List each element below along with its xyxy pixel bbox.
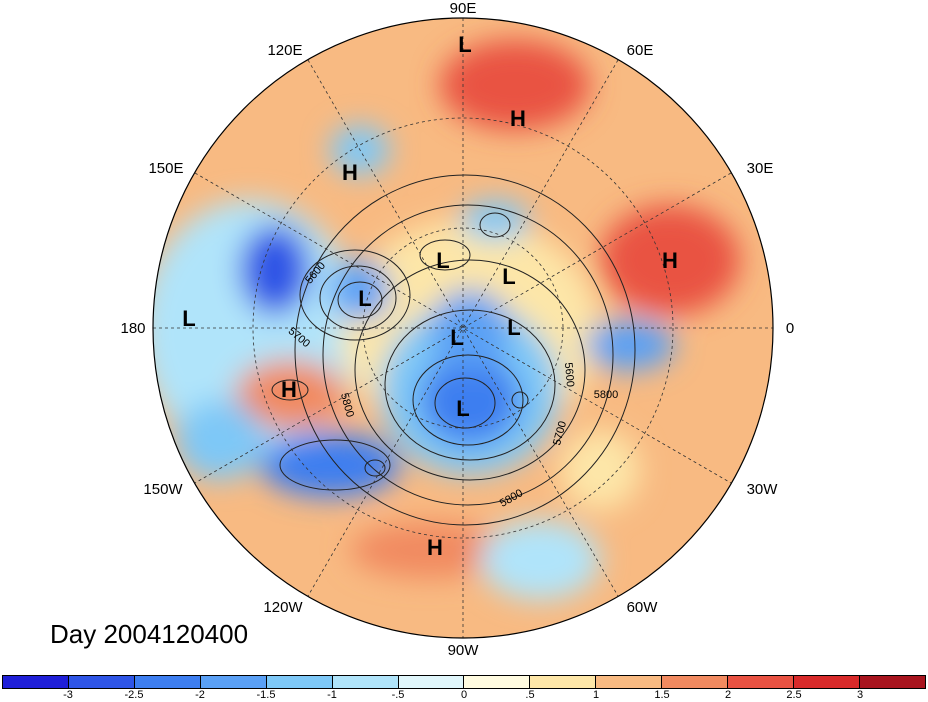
colorbar [2, 675, 926, 689]
contour-label: 5600 [562, 362, 576, 387]
center-marker: H [510, 106, 526, 131]
colorbar-tick-label: -1 [327, 689, 337, 701]
anomaly-field [153, 18, 773, 638]
colorbar-swatch [3, 676, 69, 688]
colorbar-tick-label: -2 [195, 689, 205, 701]
lon-label: 150E [148, 160, 183, 177]
colorbar-tick-label: 1.5 [654, 689, 670, 701]
colorbar-tick-label: -2.5 [124, 689, 144, 701]
longitude-labels: 90E 60E 30E 0 30W 60W 90W 120W 150W 180 … [120, 0, 794, 659]
center-marker: L [456, 396, 469, 421]
colorbar-tick-label: 0 [460, 689, 468, 701]
lon-label: 60W [627, 599, 659, 616]
colorbar-tick-label: -1.5 [256, 689, 276, 701]
lon-label: 180 [120, 320, 145, 337]
center-marker: L [182, 306, 195, 331]
colorbar-swatch [728, 676, 795, 688]
colorbar-tick-label: 1 [592, 689, 600, 701]
center-marker: L [450, 325, 463, 350]
geopotential-contours [271, 174, 636, 526]
colorbar-swatch [596, 676, 663, 688]
colorbar-tick-label: 2 [724, 689, 732, 701]
colorbar-swatch [464, 676, 531, 688]
map-boundary [152, 17, 774, 639]
colorbar-swatch [794, 676, 860, 688]
polar-map: 90E 60E 30E 0 30W 60W 90W 120W 150W 180 … [120, 0, 794, 659]
center-marker: H [281, 377, 297, 402]
lon-label: 120E [267, 42, 302, 59]
graticule [153, 18, 773, 638]
lon-label: 90W [448, 642, 480, 659]
center-marker: H [662, 248, 678, 273]
center-marker: L [502, 264, 515, 289]
colorbar-swatch [530, 676, 597, 688]
colorbar-swatch [332, 676, 399, 688]
center-marker: L [458, 32, 471, 57]
center-marker: L [507, 315, 520, 340]
lon-label: 0 [786, 320, 794, 337]
colorbar-swatch [662, 676, 729, 688]
lon-label: 30W [747, 481, 779, 498]
colorbar-swatch [200, 676, 267, 688]
colorbar-tick-label: .5 [525, 689, 535, 701]
day-label: Day 2004120400 [50, 619, 249, 649]
colorbar-swatch [134, 676, 201, 688]
lon-label: 60E [627, 42, 654, 59]
lon-label: 90E [450, 0, 477, 17]
pressure-centers: L H H H L L L L L L H L H [182, 32, 678, 560]
colorbar-swatch [859, 676, 925, 688]
center-marker: H [427, 535, 443, 560]
lon-label: 120W [263, 599, 303, 616]
colorbar-tick-label: 2.5 [786, 689, 802, 701]
colorbar-swatch [68, 676, 135, 688]
center-marker: L [358, 286, 371, 311]
colorbar-swatch [266, 676, 333, 688]
colorbar-swatch [398, 676, 465, 688]
colorbar-tick-label: -3 [63, 689, 73, 701]
center-marker: H [342, 160, 358, 185]
colorbar-tick-label: 3 [856, 689, 864, 701]
colorbar-ticks: -3 -2.5 -2 -1.5 -1 -.5 0 .5 1 1.5 2 2.5 3 [2, 689, 926, 702]
colorbar-tick-label: -.5 [391, 689, 405, 701]
lon-label: 150W [143, 481, 183, 498]
contour-label: 5800 [594, 389, 618, 401]
lon-label: 30E [747, 160, 774, 177]
center-marker: L [436, 248, 449, 273]
